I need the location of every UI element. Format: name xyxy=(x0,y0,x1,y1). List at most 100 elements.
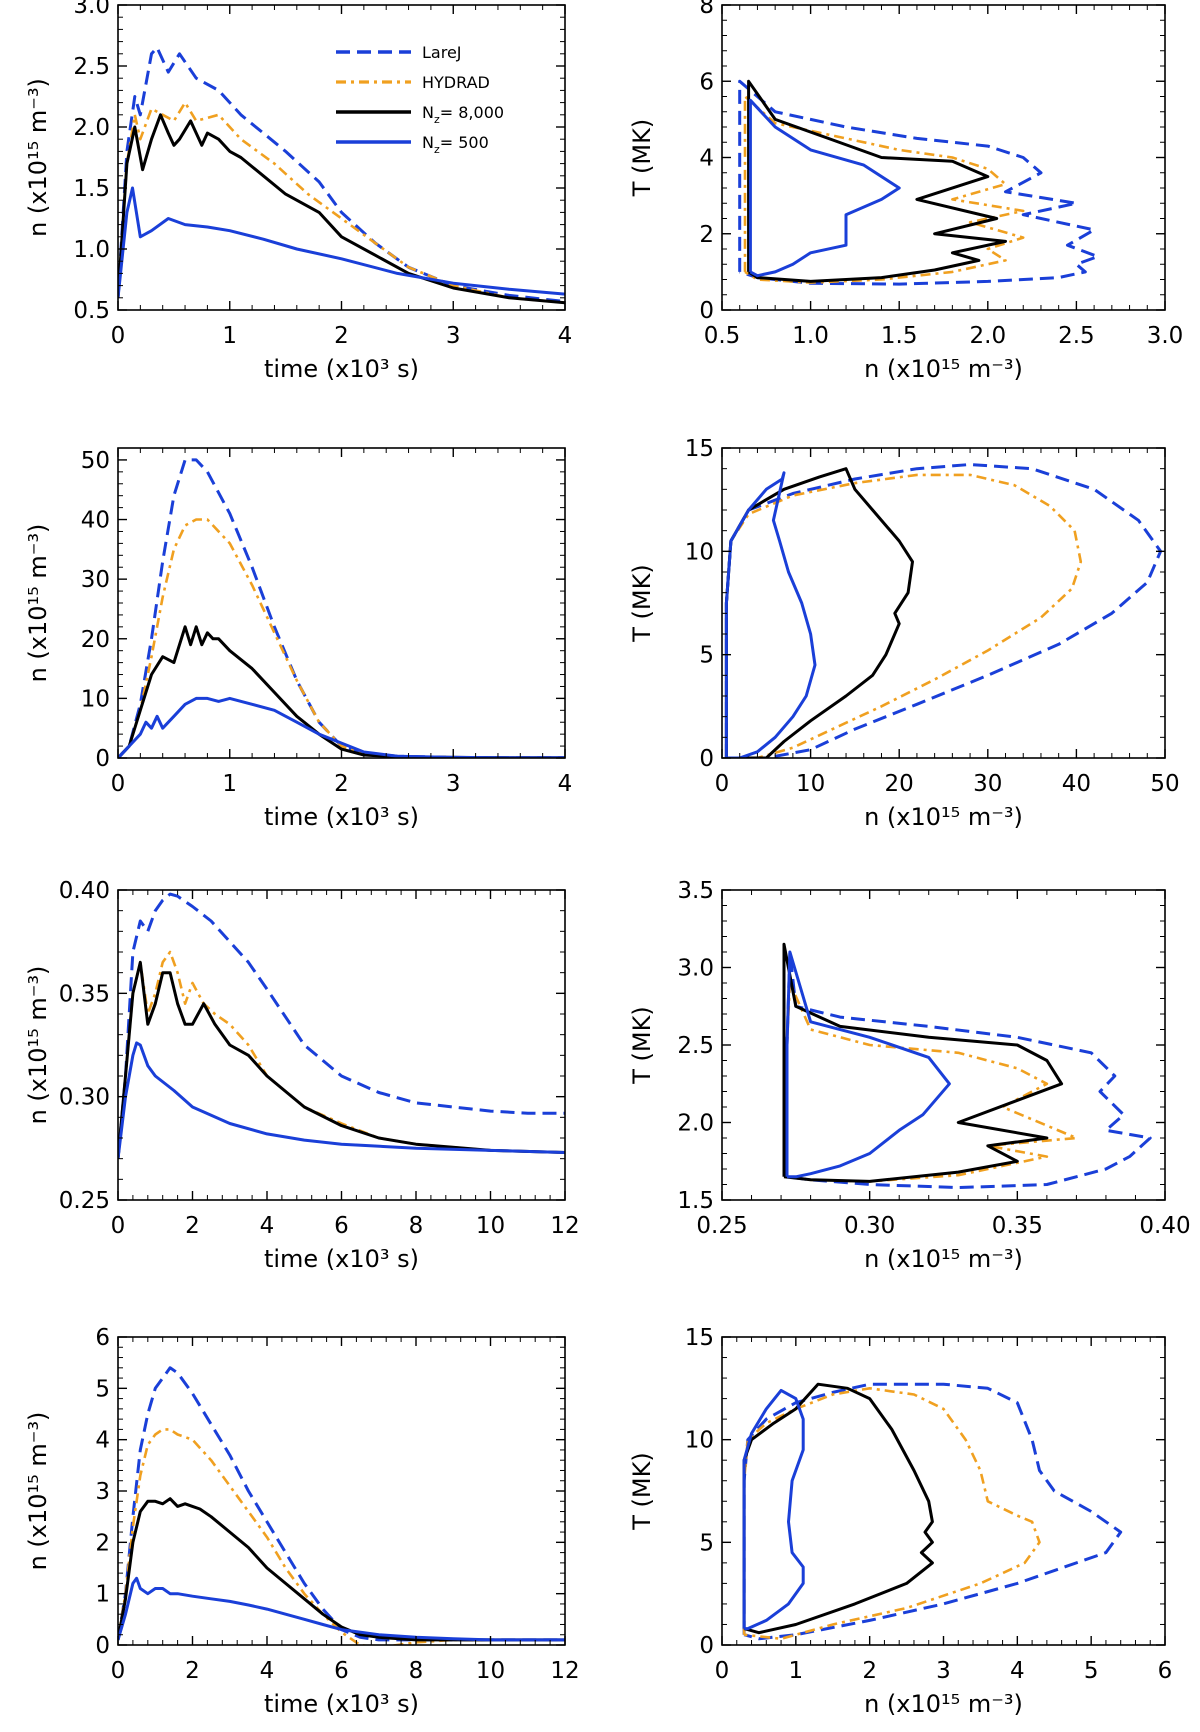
panel-4: 0 10 20 30 40 50 0 5 10 15 n (x10¹⁵ m⁻³) T (MK) xyxy=(628,436,1180,831)
y-tick-label: 15 xyxy=(685,436,714,462)
legend: LareJ HYDRAD Nz= 8,000 Nz= 500 xyxy=(336,43,504,156)
y-axis-label: T (MK) xyxy=(628,1452,656,1530)
series-line-1 xyxy=(724,463,1163,758)
x-tick-label: 1.0 xyxy=(792,323,829,349)
x-tick-label: 0 xyxy=(715,771,730,797)
y-tick-label: 10 xyxy=(81,686,110,712)
x-tick-label: 0.5 xyxy=(704,323,741,349)
y-axis-label: T (MK) xyxy=(628,1006,656,1084)
x-tick-label: 0.30 xyxy=(844,1213,895,1239)
y-axis-label: n (x10¹⁵ m⁻³) xyxy=(24,1412,52,1571)
y-tick-label: 10 xyxy=(685,1428,714,1454)
x-tick-label: 8 xyxy=(409,1213,424,1239)
y-tick-label: 5 xyxy=(699,643,714,669)
series-line-3 xyxy=(782,942,1064,1183)
x-tick-label: 4 xyxy=(558,323,573,349)
series-line-2 xyxy=(785,981,1078,1183)
y-tick-label: 1.5 xyxy=(73,176,110,202)
series-line-2 xyxy=(118,518,565,758)
plot-frame xyxy=(721,4,1166,311)
x-tick-label: 0.25 xyxy=(696,1213,747,1239)
y-tick-label: 10 xyxy=(685,539,714,565)
x-tick-label: 10 xyxy=(796,771,825,797)
legend-label: Nz= 500 xyxy=(422,133,489,156)
series-line-4 xyxy=(118,696,565,758)
panel-2: 0.5 1.0 1.5 2.0 2.5 3.0 0 2 4 6 8 n (x10¹⁵ m⁻³) T (M… xyxy=(628,0,1183,383)
y-tick-label: 0 xyxy=(95,1633,110,1659)
y-tick-label: 0 xyxy=(699,298,714,324)
x-tick-label: 0 xyxy=(111,771,126,797)
legend-label: LareJ xyxy=(422,43,462,62)
x-axis-label: time (x10³ s) xyxy=(264,803,419,831)
y-tick-label: 3.5 xyxy=(677,878,714,904)
x-axis-label: time (x10³ s) xyxy=(264,355,419,383)
x-tick-label: 2 xyxy=(185,1213,200,1239)
x-tick-label: 1 xyxy=(222,771,237,797)
x-tick-label: 3 xyxy=(446,771,461,797)
y-tick-label: 1.0 xyxy=(73,237,110,263)
series-line-1 xyxy=(742,1382,1123,1641)
series-line-4 xyxy=(118,186,565,298)
x-tick-label: 0 xyxy=(111,1658,126,1684)
x-tick-label: 5 xyxy=(1084,1658,1099,1684)
series-line-2 xyxy=(742,1387,1041,1641)
x-tick-label: 10 xyxy=(476,1213,505,1239)
y-tick-label: 2.0 xyxy=(73,115,110,141)
y-tick-label: 6 xyxy=(699,69,714,95)
y-tick-label: 50 xyxy=(81,448,110,474)
series-line-4 xyxy=(785,950,951,1179)
x-axis-label: n (x10¹⁵ m⁻³) xyxy=(864,803,1023,831)
x-axis-label: time (x10³ s) xyxy=(264,1690,419,1718)
x-tick-label: 0 xyxy=(715,1658,730,1684)
plot-frame xyxy=(117,447,566,759)
x-tick-label: 4 xyxy=(260,1658,275,1684)
x-tick-label: 8 xyxy=(409,1658,424,1684)
y-tick-label: 0 xyxy=(699,1633,714,1659)
x-tick-label: 2 xyxy=(185,1658,200,1684)
x-tick-label: 1 xyxy=(222,323,237,349)
x-axis-label: n (x10¹⁵ m⁻³) xyxy=(864,1690,1023,1718)
plot-frame xyxy=(721,447,1166,759)
x-tick-label: 4 xyxy=(1010,1658,1025,1684)
x-tick-label: 0.35 xyxy=(992,1213,1043,1239)
y-tick-label: 0.40 xyxy=(59,878,110,904)
series-line-3 xyxy=(742,1382,934,1635)
x-tick-label: 0 xyxy=(111,1213,126,1239)
x-tick-label: 3 xyxy=(936,1658,951,1684)
series-line-2 xyxy=(118,1428,565,1645)
x-tick-label: 20 xyxy=(885,771,914,797)
series-line-4 xyxy=(724,471,817,758)
series-line-3 xyxy=(724,467,914,758)
x-tick-label: 10 xyxy=(476,1658,505,1684)
x-tick-label: 2 xyxy=(334,323,349,349)
y-tick-label: 3.0 xyxy=(73,0,110,19)
x-tick-label: 0.40 xyxy=(1139,1213,1190,1239)
y-tick-label: 2.5 xyxy=(73,54,110,80)
x-tick-label: 1 xyxy=(789,1658,804,1684)
legend-label: HYDRAD xyxy=(422,73,490,92)
y-tick-label: 0 xyxy=(699,746,714,772)
series-line-1 xyxy=(118,1366,565,1642)
series-line-1 xyxy=(738,79,1100,286)
x-tick-label: 30 xyxy=(973,771,1002,797)
x-tick-label: 4 xyxy=(558,771,573,797)
y-tick-label: 4 xyxy=(699,146,714,172)
series-line-3 xyxy=(118,113,565,305)
y-axis-label: n (x10¹⁵ m⁻³) xyxy=(24,966,52,1125)
x-tick-label: 1.5 xyxy=(881,323,918,349)
x-tick-label: 3 xyxy=(446,323,461,349)
series-line-3 xyxy=(118,960,565,1159)
x-tick-label: 40 xyxy=(1062,771,1091,797)
x-tick-label: 6 xyxy=(334,1658,349,1684)
x-axis-label: n (x10¹⁵ m⁻³) xyxy=(864,1245,1023,1273)
series-line-2 xyxy=(743,95,1025,284)
x-tick-label: 2.5 xyxy=(1058,323,1095,349)
y-tick-label: 0 xyxy=(95,746,110,772)
y-tick-label: 30 xyxy=(81,567,110,593)
series-line-2 xyxy=(118,950,565,1159)
y-tick-label: 40 xyxy=(81,508,110,534)
y-tick-label: 3 xyxy=(95,1479,110,1505)
legend-label: Nz= 8,000 xyxy=(422,103,504,126)
x-tick-label: 12 xyxy=(550,1213,579,1239)
